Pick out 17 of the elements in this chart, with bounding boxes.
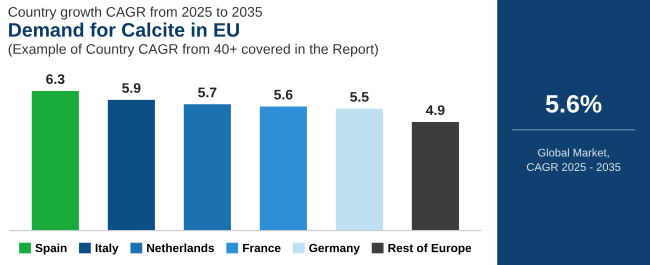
data-label: 5.9	[122, 83, 140, 93]
data-label: 5.5	[350, 92, 369, 102]
legend-label: Germany	[309, 244, 360, 255]
chart-subtitle: (Example of Country CAGR from 40+ covered in the Report)	[8, 44, 378, 57]
text: Global Market, CAGR 2025 - 2035	[526, 148, 620, 171]
data-label: 4.9	[426, 105, 445, 116]
data-label: 6.3	[46, 74, 65, 84]
legend-label: Spain	[35, 244, 66, 255]
data-label: 5.7	[198, 88, 216, 98]
legend-label: France	[243, 244, 281, 252]
chart-title: Demand for Calcite in EU	[9, 22, 239, 37]
text: Country growth CAGR from 2025 to 2035	[8, 6, 262, 20]
legend-label: Netherlands	[147, 244, 214, 252]
text: 5.6%	[546, 95, 602, 113]
legend-label: Italy	[96, 244, 119, 255]
data-label: 5.6	[274, 90, 293, 100]
legend-label: Rest of Europe	[388, 244, 472, 255]
